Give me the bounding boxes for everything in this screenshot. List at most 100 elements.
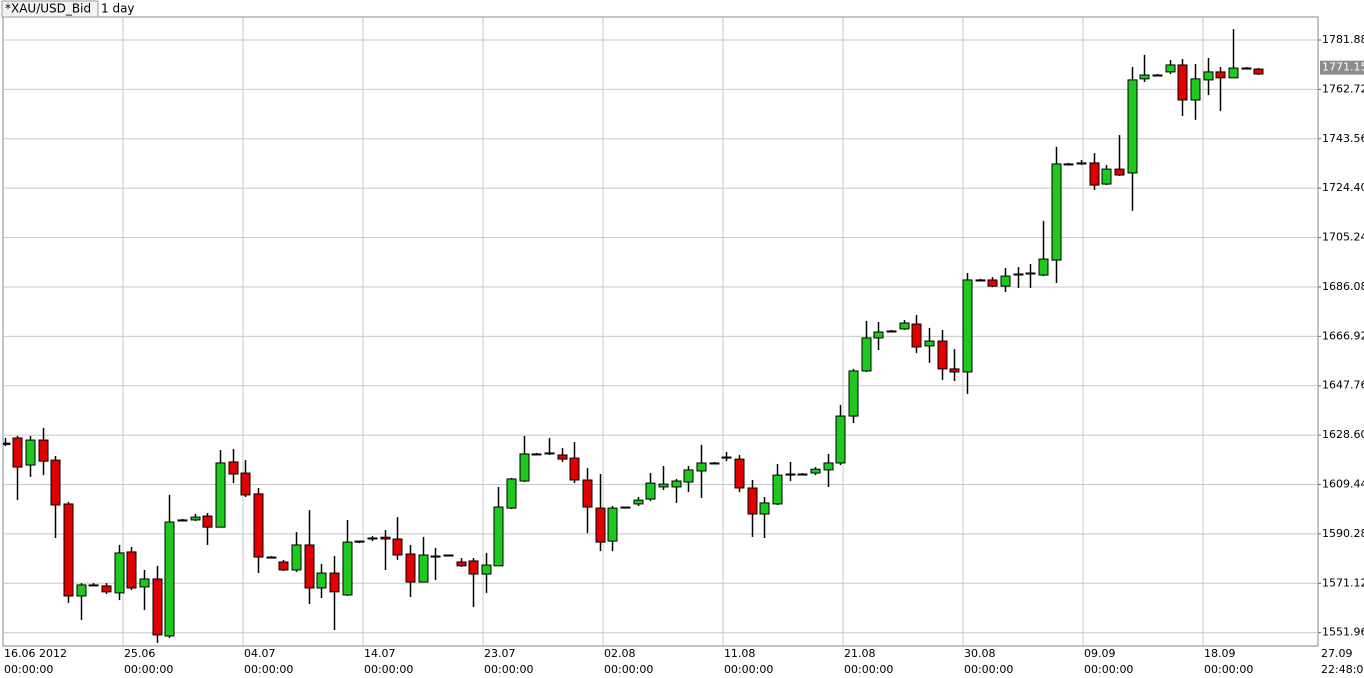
candle-body	[443, 554, 454, 557]
candle-body	[899, 322, 910, 330]
candle-body	[493, 506, 504, 567]
candle-body	[1051, 163, 1062, 261]
x-tick-label: 14.07	[364, 647, 396, 660]
candle-body	[1228, 67, 1239, 79]
candle-body	[430, 555, 441, 558]
candle-body	[1000, 275, 1011, 287]
candle-body	[645, 482, 656, 500]
candle-body	[202, 515, 213, 528]
y-tick-label: 1647.76	[1322, 379, 1364, 392]
chart-title: *XAU/USD_Bid	[5, 2, 91, 16]
candle-body	[139, 578, 150, 588]
candle-body	[25, 439, 36, 466]
candle-body	[747, 487, 758, 515]
candle-body	[1063, 163, 1074, 166]
candle-body	[683, 469, 694, 483]
candle-body	[595, 507, 606, 543]
candle-body	[164, 521, 175, 637]
plot-frame	[2, 16, 1319, 647]
candle-body	[709, 462, 720, 465]
x-tick-time: 00:00:00	[124, 663, 173, 676]
candle-body	[418, 554, 429, 583]
x-tick-label: 18.09	[1204, 647, 1236, 660]
last-price-label: 1771.15	[1322, 61, 1364, 74]
candle-body	[975, 279, 986, 282]
candle-body	[291, 544, 302, 571]
candle-body	[873, 331, 884, 339]
x-tick-label: 23.07	[484, 647, 516, 660]
candle-body	[266, 556, 277, 559]
candle-body	[114, 552, 125, 594]
y-tick-label: 1551.96	[1322, 626, 1364, 639]
candle-body	[50, 459, 61, 506]
x-tick-time: 00:00:00	[1084, 663, 1133, 676]
candle-body	[620, 506, 631, 509]
y-tick-label: 1590.28	[1322, 527, 1364, 540]
candle-body	[785, 473, 796, 476]
candle-body	[392, 538, 403, 556]
y-tick-label: 1571.12	[1322, 576, 1364, 589]
candle-body	[228, 461, 239, 475]
candle-body	[88, 584, 99, 587]
candle-body	[329, 572, 340, 593]
candle-body	[734, 458, 745, 489]
x-tick-time: 00:00:00	[1204, 663, 1253, 676]
candle-body	[405, 553, 416, 583]
candle-body	[1076, 162, 1087, 165]
candle-body	[342, 541, 353, 596]
candle-body	[1253, 68, 1264, 75]
candle-body	[569, 457, 580, 481]
y-tick-label: 1686.08	[1322, 280, 1364, 293]
x-tick-time: 00:00:00	[244, 663, 293, 676]
candle-body	[481, 564, 492, 575]
title-box	[1, 0, 99, 18]
candle-body	[190, 516, 201, 521]
candle-body	[1025, 272, 1036, 275]
candle-body	[949, 368, 960, 373]
candle-body	[506, 478, 517, 509]
candle-body	[671, 480, 682, 488]
candle-body	[380, 536, 391, 540]
candle-body	[1215, 71, 1226, 79]
y-tick-label: 1628.60	[1322, 428, 1364, 441]
candle-body	[1241, 67, 1252, 70]
chart-subtitle: 1 day	[101, 2, 135, 16]
candle-body	[987, 279, 998, 287]
candle-body	[1038, 258, 1049, 276]
candle-body	[76, 584, 87, 597]
candles	[3, 29, 1264, 643]
y-tick-label: 1609.44	[1322, 478, 1364, 491]
candle-body	[240, 472, 251, 496]
candle-body	[658, 483, 669, 488]
candle-body	[633, 499, 644, 505]
x-tick-time: 00:00:00	[364, 663, 413, 676]
candle-body	[557, 454, 568, 460]
candle-body	[12, 437, 23, 468]
x-tick-time: 00:00:00	[604, 663, 653, 676]
candle-body	[1089, 162, 1100, 186]
candle-body	[721, 456, 732, 459]
candle-body	[1152, 74, 1163, 77]
x-tick-time: 22:48:00	[1321, 663, 1364, 676]
candle-body	[810, 468, 821, 474]
x-tick-time: 00:00:00	[844, 663, 893, 676]
candle-body	[1190, 78, 1201, 101]
x-tick-label: 21.08	[844, 647, 876, 660]
candle-body	[519, 453, 530, 482]
y-tick-label: 1666.92	[1322, 329, 1364, 342]
candle-body	[354, 540, 365, 543]
y-tick-label: 1762.72	[1322, 82, 1364, 95]
candle-body	[823, 462, 834, 471]
candle-body	[607, 507, 618, 542]
candle-body	[1139, 74, 1150, 80]
candle-body	[1177, 64, 1188, 101]
candle-body	[316, 572, 327, 589]
candle-body	[582, 479, 593, 508]
candle-body	[468, 560, 479, 575]
candle-body	[696, 462, 707, 472]
candle-body	[177, 519, 188, 522]
x-tick-label: 16.06 2012	[4, 647, 67, 660]
x-tick-label: 11.08	[724, 647, 756, 660]
